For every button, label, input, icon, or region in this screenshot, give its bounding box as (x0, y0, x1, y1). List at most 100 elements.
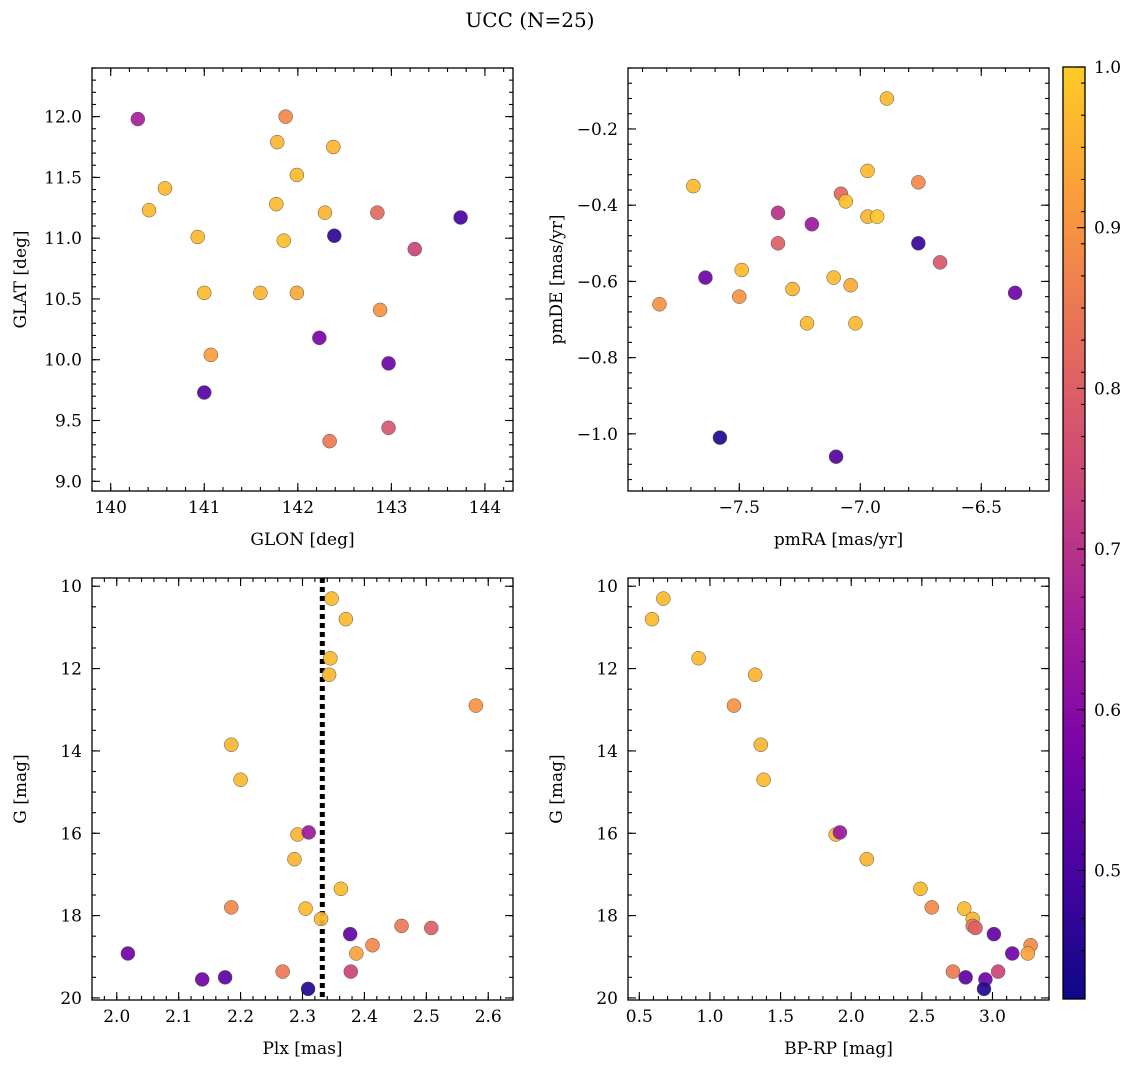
y-tick-label: 20 (596, 989, 618, 1009)
panel-glon-glat: 140 141 142 143 144 9.0 9.5 10.0 10.5 11.0 11.5 12.… (11, 67, 514, 550)
colorbar-tick-label: 0.6 (1094, 701, 1121, 721)
data-point (278, 109, 293, 124)
y-tick-label: 12.0 (44, 108, 82, 128)
axes-frame (91, 577, 514, 1001)
data-point (913, 881, 928, 897)
axes-frame (627, 577, 1050, 1001)
data-point (343, 964, 359, 979)
data-point (394, 918, 409, 934)
data-point (370, 205, 385, 220)
data-point (911, 175, 926, 190)
data-point (300, 981, 316, 997)
data-point (287, 851, 302, 867)
colorbar-tick-label: 0.9 (1094, 219, 1121, 239)
data-point (747, 667, 763, 683)
data-point (686, 178, 701, 194)
data-point (726, 698, 742, 713)
data-point (869, 209, 885, 224)
x-tick-label: −6.5 (961, 498, 1002, 518)
x-tick-label: −7.5 (719, 498, 760, 518)
data-point (986, 926, 1002, 942)
data-point (453, 210, 468, 225)
x-tick-label: 1.5 (767, 1007, 794, 1027)
data-point (879, 91, 895, 106)
data-point (956, 901, 972, 916)
x-tick-label: 2.6 (475, 1007, 502, 1027)
x-tick-label: 3.0 (979, 1007, 1006, 1027)
data-point (911, 236, 926, 251)
data-point (756, 772, 771, 787)
data-point (424, 920, 439, 936)
data-point (945, 964, 961, 979)
data-point (691, 651, 706, 666)
data-point (804, 216, 820, 232)
colorbar: 0.5 0.6 0.7 0.8 0.9 1.0 (1062, 58, 1121, 1000)
x-axis-label: GLON [deg] (250, 530, 354, 550)
data-point (217, 970, 233, 985)
x-axis-label: Plx [mas] (262, 1039, 342, 1059)
data-point (826, 270, 841, 285)
data-point (120, 946, 136, 961)
data-point (194, 972, 210, 987)
data-point (924, 900, 939, 915)
data-point (799, 316, 815, 331)
data-point (381, 420, 396, 436)
y-tick-label: −0.2 (577, 120, 618, 140)
data-point (190, 229, 205, 245)
data-point (932, 255, 948, 270)
data-point (860, 163, 875, 179)
data-point (828, 449, 844, 464)
y-tick-label: 10 (596, 577, 618, 597)
data-point (197, 285, 212, 301)
colorbar-tick-label: 0.7 (1094, 540, 1121, 560)
y-axis-label: pmDE [mas/yr] (547, 214, 567, 344)
axes-frame (91, 67, 514, 492)
data-point (289, 167, 305, 183)
x-tick-label: 2.4 (351, 1007, 378, 1027)
data-point (269, 196, 284, 212)
colorbar-tick-label: 0.8 (1094, 379, 1121, 399)
data-point (157, 181, 173, 196)
figure-title: UCC (N=25) (465, 8, 594, 32)
data-point (990, 964, 1006, 979)
data-point (1005, 946, 1020, 961)
y-tick-label: 12 (596, 660, 618, 680)
x-tick-label: 144 (469, 498, 501, 518)
data-point (652, 297, 667, 312)
data-point (269, 134, 285, 150)
data-point (1020, 946, 1036, 961)
data-point (644, 611, 660, 627)
data-point (130, 111, 146, 127)
data-point (832, 825, 848, 840)
y-tick-label: −1.0 (577, 425, 618, 445)
data-point (958, 970, 973, 985)
data-point (333, 881, 349, 897)
data-point (838, 194, 854, 209)
data-point (327, 228, 342, 243)
panel-bprp-g: 0.5 1.0 1.5 2.0 2.5 3.0 10 12 14 16 18 20 BP-RP [mag… (547, 577, 1050, 1059)
data-point (349, 946, 364, 961)
data-point (313, 911, 329, 927)
data-point (253, 285, 268, 301)
panel-pmra-pmde: −7.5 −7.0 −6.5 −1.0 −0.8 −0.6 −0.4 −0.2 pmRA [ma… (547, 67, 1050, 550)
y-tick-label: 10.5 (44, 290, 82, 310)
x-tick-label: 2.0 (838, 1007, 865, 1027)
data-point (276, 233, 292, 248)
data-point (275, 964, 290, 979)
data-point (323, 651, 338, 666)
data-point (301, 825, 316, 840)
data-point (317, 205, 333, 220)
data-point (312, 330, 327, 346)
data-point (322, 433, 337, 449)
data-point (407, 241, 423, 257)
y-tick-label: 11.0 (44, 229, 82, 249)
panels-group: 140 141 142 143 144 9.0 9.5 10.0 10.5 11.0 11.5 12.… (11, 67, 1050, 1059)
data-point (342, 926, 358, 942)
data-point (859, 851, 875, 867)
y-tick-label: −0.8 (577, 349, 618, 369)
x-tick-label: 1.0 (696, 1007, 723, 1027)
y-tick-label: 14 (596, 742, 618, 762)
y-tick-label: 18 (596, 907, 618, 927)
y-axis-label: G [mag] (11, 754, 31, 823)
